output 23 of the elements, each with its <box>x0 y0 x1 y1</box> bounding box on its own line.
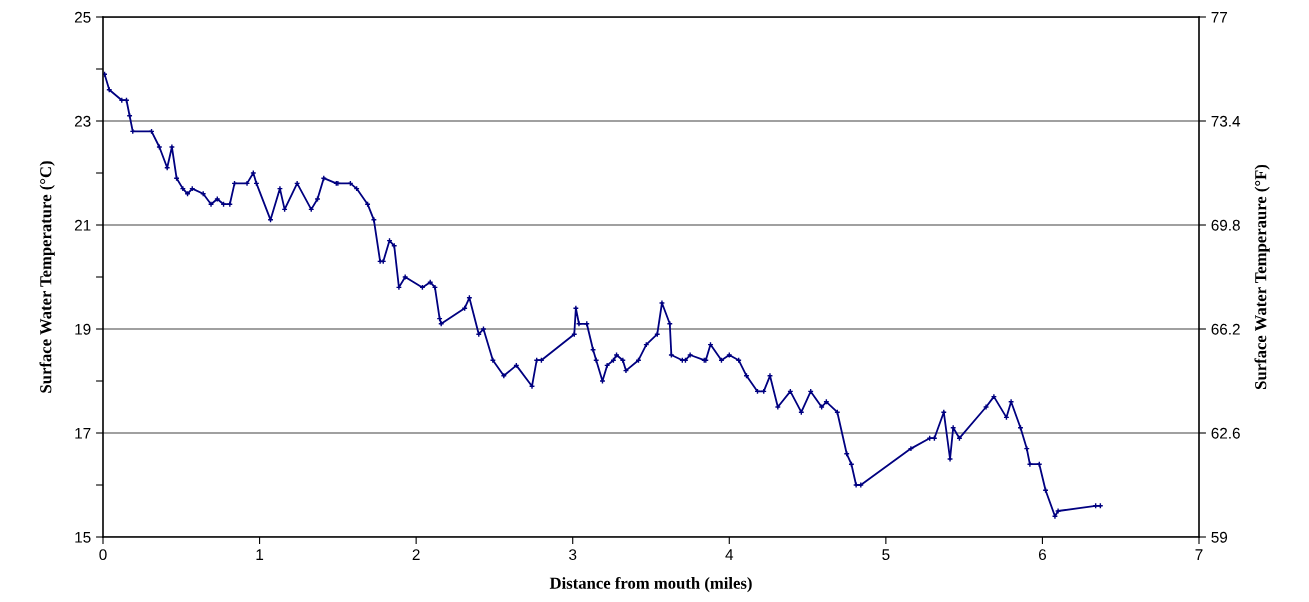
y-tick-label: 21 <box>74 219 91 231</box>
y2-tick-label: 73.4 <box>1211 115 1241 127</box>
x-axis-title: Distance from mouth (miles) <box>549 576 752 593</box>
x-tick-label: 5 <box>882 549 890 561</box>
x-tick-label: 4 <box>725 549 734 560</box>
x-tick-label: 2 <box>412 549 420 560</box>
y-tick-label: 15 <box>75 532 91 543</box>
y2-tick-label: 59 <box>1211 531 1228 543</box>
y-tick-label: 17 <box>75 428 91 439</box>
y-tick-label: 19 <box>75 323 91 335</box>
x-tick-label: 3 <box>569 549 577 561</box>
x-tick-label: 1 <box>256 549 264 560</box>
y2-tick-label: 69.8 <box>1211 219 1240 231</box>
y-axis-title: Surface Water Temperature (°C) <box>39 161 55 393</box>
y2-tick-label: 77 <box>1211 12 1228 23</box>
x-tick-label: 0 <box>99 549 107 561</box>
y-tick-label: 23 <box>74 115 91 127</box>
y2-axis-title: Surface Water Temperaure (°F) <box>1254 164 1270 389</box>
x-tick-label: 6 <box>1038 549 1047 561</box>
y-tick-label: 25 <box>74 11 91 23</box>
x-tick-label: 7 <box>1195 549 1203 560</box>
y2-tick-label: 66.2 <box>1211 323 1240 335</box>
y2-tick-label: 62.6 <box>1211 427 1240 439</box>
